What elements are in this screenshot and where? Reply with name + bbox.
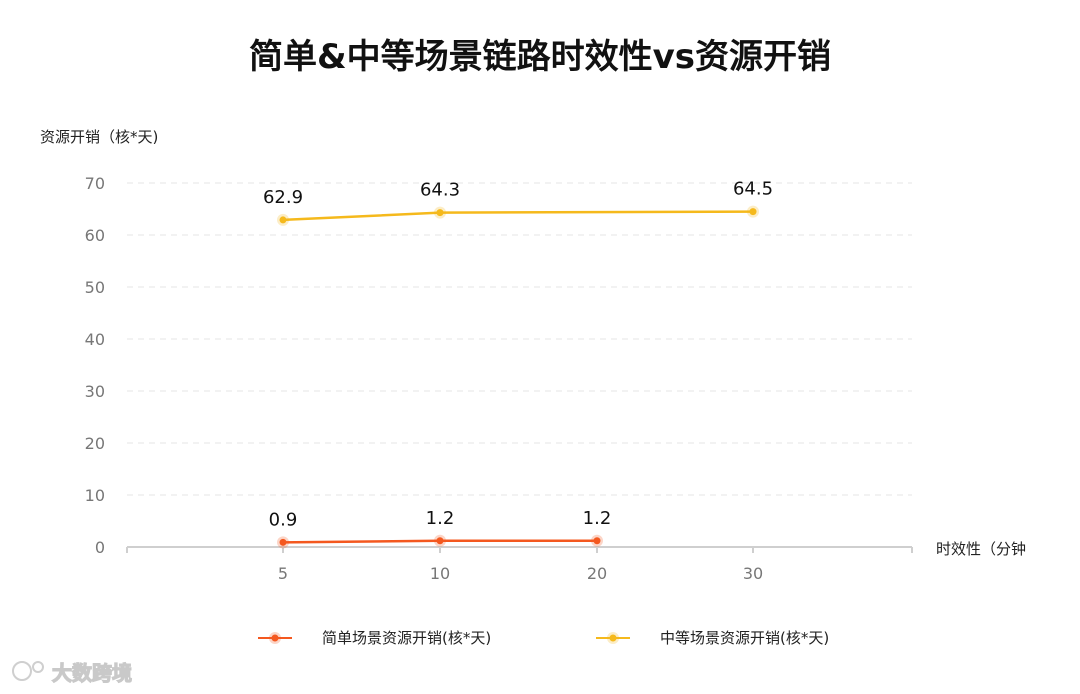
x-tick-label: 5: [278, 564, 288, 583]
legend: 简单场景资源开销(核*天) 中等场景资源开销(核*天): [258, 629, 829, 647]
x-tick-label: 10: [430, 564, 450, 583]
data-label: 62.9: [263, 187, 303, 208]
y-tick-label: 50: [85, 278, 105, 297]
chart-title: 简单&中等场景链路时效性vs资源开销: [249, 37, 831, 77]
y-tick-label: 0: [95, 538, 105, 557]
data-label: 64.5: [733, 179, 773, 200]
y-tick-label: 40: [85, 330, 105, 349]
data-point: [279, 538, 287, 546]
data-point: [593, 537, 601, 545]
legend-marker: [271, 634, 279, 642]
data-point: [436, 209, 444, 217]
y-axis-label: 资源开销（核*天): [40, 128, 158, 146]
x-tick-label: 30: [743, 564, 763, 583]
data-label: 1.2: [426, 508, 455, 529]
x-axis-label: 时效性（分钟: [936, 540, 1026, 558]
y-tick-label: 20: [85, 434, 105, 453]
y-tick-label: 30: [85, 382, 105, 401]
y-tick-labels: 0 10 20 30 40 50 60 70: [85, 174, 105, 557]
series-line: [282, 210, 754, 222]
legend-label: 中等场景资源开销(核*天): [660, 629, 829, 647]
data-point: [749, 208, 757, 216]
data-label: 1.2: [583, 508, 612, 529]
legend-marker: [609, 634, 617, 642]
y-tick-label: 70: [85, 174, 105, 193]
data-point: [436, 537, 444, 545]
legend-label: 简单场景资源开销(核*天): [322, 629, 491, 647]
data-point: [279, 216, 287, 224]
x-tick-label: 20: [587, 564, 607, 583]
watermark-text: 大数跨境: [52, 661, 132, 685]
grid-lines: [127, 182, 912, 496]
y-tick-label: 60: [85, 226, 105, 245]
data-label: 64.3: [420, 180, 460, 201]
x-axis: 5 10 20 30: [126, 546, 913, 583]
y-tick-label: 10: [85, 486, 105, 505]
series-layer: 0.9 1.2 1.2 62.9 64.3 64.5: [263, 179, 773, 549]
watermark-logo: [12, 661, 44, 681]
data-label: 0.9: [269, 509, 298, 530]
